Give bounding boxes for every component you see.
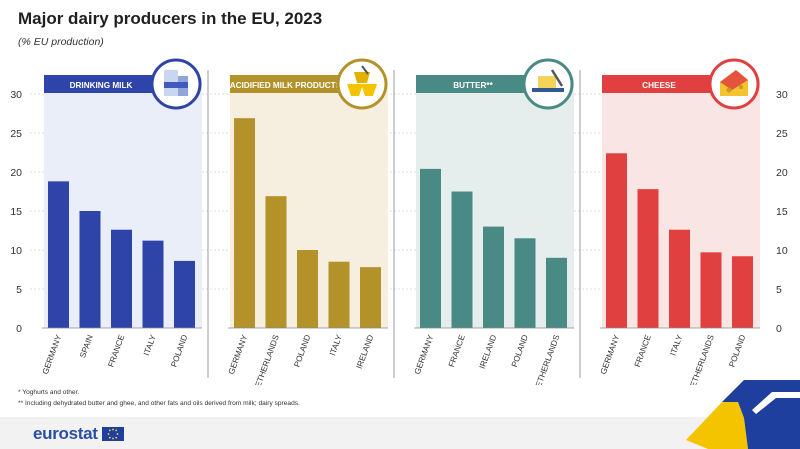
milk-carton-stripe [164,82,188,88]
panel-header-band [416,75,534,93]
y-tick-label-right: 5 [776,284,782,296]
category-label: ITALY [328,333,344,357]
butter-knife [550,69,564,87]
y-tick-label-right: 25 [776,128,788,140]
footnote-acidified: * Yoghurts and other. [18,389,80,396]
panel-title: ACIDIFIED MILK PRODUCTS* [230,81,345,90]
chart-title: Major dairy producers in the EU, 2023 [18,9,323,28]
y-tick-label-left: 0 [16,323,22,335]
yoghurt-cup-right [361,84,377,96]
yoghurt-cup-top [354,72,370,83]
bar [451,191,473,328]
eurostat-wordmark: eurostat [33,424,98,443]
bar [700,252,722,328]
panel-title: DRINKING MILK [70,81,133,90]
bar [606,153,627,328]
y-tick-label-left: 10 [10,245,22,257]
y-tick-label-right: 20 [776,167,788,179]
y-tick-label-left: 5 [16,284,22,296]
yoghurt-cup-left [347,84,363,96]
bar [669,229,690,328]
category-label: IRELAND [478,334,499,371]
bar [174,260,195,328]
dairy-bar-chart: 0 5 10 15 20 25 30 0 5 10 15 20 25 30 DRINKING MILK GER… [10,58,788,385]
cheese-rind [720,70,748,90]
bar [514,238,536,328]
category-label: POLAND [292,334,312,369]
bar [360,267,381,328]
category-label: NETHERLANDS [532,333,561,385]
cheese-hole [726,87,732,93]
y-tick-label-right: 30 [776,89,788,101]
footnote-butter: ** Including dehydrated butter and ghee,… [18,400,300,407]
category-label: POLAND [510,334,530,369]
bar [328,261,350,328]
category-label: FRANCE [106,333,126,368]
y-tick-label-right: 0 [776,323,782,335]
bar [732,256,753,328]
bar [79,211,101,328]
panel-header-band [44,75,162,93]
chart-subtitle: (% EU production) [18,36,104,48]
bar [48,181,69,328]
panel-title: BUTTER** [453,81,493,90]
eu-flag-icon [101,427,124,441]
category-label: ITALY [142,333,158,357]
bar [637,189,659,328]
bar [142,240,164,328]
bar [234,118,255,329]
category-label: FRANCE [633,333,653,368]
butter-block [538,76,556,88]
category-label: GERMANY [41,333,64,375]
footer-bar: eurostat [0,417,800,449]
bar [265,196,287,328]
category-label: GERMANY [227,333,250,375]
y-tick-label-left: 20 [10,167,22,179]
bar [420,168,441,328]
y-tick-label-right: 15 [776,206,788,218]
bar [111,229,132,328]
panel-title: CHEESE [642,81,676,90]
bar [297,250,318,328]
y-tick-label-left: 25 [10,128,22,140]
butter-dish-plate [532,88,564,92]
panel-header-band [230,75,348,93]
yoghurt-spoon [361,65,369,75]
bar [483,226,504,328]
y-tick-label-left: 30 [10,89,22,101]
category-label: GERMANY [413,333,436,375]
category-label: SPAIN [78,334,95,360]
category-label: GERMANY [599,333,622,375]
cheese-hole [739,85,743,89]
category-label: NETHERLANDS [252,333,281,385]
eurostat-logo: eurostat [33,424,124,444]
y-tick-label-right: 10 [776,245,788,257]
category-label: IRELAND [355,334,376,371]
footnotes: * Yoghurts and other. ** Including dehyd… [18,387,300,409]
category-label: FRANCE [447,333,467,368]
panel-header-band [602,75,720,93]
decorative-swoosh [686,380,800,449]
bar [546,257,567,328]
category-label: POLAND [169,334,189,369]
y-tick-label-left: 15 [10,206,22,218]
